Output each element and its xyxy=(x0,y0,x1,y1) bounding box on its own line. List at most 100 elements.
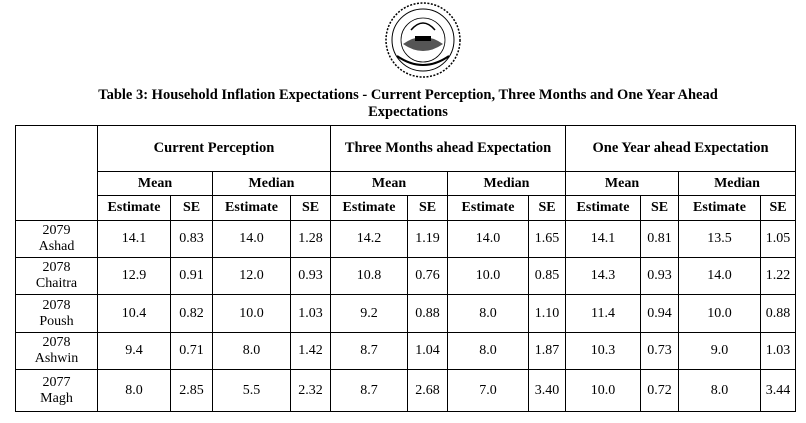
row-year: 2078 xyxy=(42,335,71,350)
row-year: 2078 xyxy=(42,297,71,313)
value-cell: 0.82 xyxy=(170,294,213,333)
value-cell: 1.42 xyxy=(290,332,331,370)
table-body: 2079 Ashad 14.1 0.83 14.0 1.28 14.2 1.19 14.0 1.6… xyxy=(15,220,797,412)
data-row: 2078 Chaitra 12.9 0.91 12.0 0.93 10.8 0.76 10.0 0… xyxy=(15,257,797,295)
value-cell: 8.7 xyxy=(330,332,408,370)
value-cell: 8.7 xyxy=(330,369,408,412)
data-row: 2079 Ashad 14.1 0.83 14.0 1.28 14.2 1.19 14.0 1.6… xyxy=(15,220,797,258)
subgroup-header: Median xyxy=(677,171,797,196)
group-row: Current Perception Three Months ahead Exp… xyxy=(15,125,797,221)
row-label: 2078 Poush xyxy=(15,294,98,333)
column-header: Estimate xyxy=(447,195,529,221)
value-cell: 1.03 xyxy=(759,332,797,370)
value-cell: 14.1 xyxy=(97,220,171,258)
value-cell: 1.28 xyxy=(290,220,331,258)
row-month: Magh xyxy=(40,390,73,406)
data-row: 2077 Magh 8.0 2.85 5.5 2.32 8.7 2.68 7.0 3.40 10.0… xyxy=(15,369,797,412)
row-label: 2079 Ashad xyxy=(15,220,98,258)
row-month: Chaitra xyxy=(35,276,78,291)
column-header: SE xyxy=(290,195,331,221)
row-year: 2077 xyxy=(42,374,71,390)
value-cell: 10.0 xyxy=(565,369,641,412)
value-cell: 1.03 xyxy=(290,294,331,333)
value-cell: 10.8 xyxy=(330,257,408,295)
column-header: SE xyxy=(528,195,566,221)
table-title: Table 3: Household Inflation Expectation… xyxy=(98,87,718,120)
value-cell: 0.91 xyxy=(170,257,213,295)
value-cell: 14.0 xyxy=(678,257,761,295)
value-cell: 8.0 xyxy=(447,294,529,333)
value-cell: 14.0 xyxy=(447,220,529,258)
value-cell: 10.0 xyxy=(678,294,761,333)
value-cell: 1.04 xyxy=(407,332,448,370)
group-header: One Year ahead Expectation xyxy=(564,125,797,172)
value-cell: 2.85 xyxy=(170,369,213,412)
value-cell: 8.0 xyxy=(212,332,291,370)
subgroup-row: Mean Median Mean Median Mean Median xyxy=(16,171,797,196)
table-head: Current Perception Three Months ahead Exp… xyxy=(15,125,797,221)
group-header: Three Months ahead Expectation xyxy=(330,125,566,172)
column-row: Estimate SE Estimate SE Estimate SE Estimate SE… xyxy=(16,195,797,221)
corner-cell xyxy=(15,125,98,221)
row-label: 2077 Magh xyxy=(15,369,98,412)
value-cell: 0.83 xyxy=(170,220,213,258)
value-cell: 1.10 xyxy=(528,294,566,333)
value-cell: 3.44 xyxy=(759,369,797,412)
value-cell: 9.4 xyxy=(97,332,171,370)
value-cell: 13.5 xyxy=(678,220,761,258)
column-header: SE xyxy=(170,195,213,221)
column-header: Estimate xyxy=(212,195,291,221)
value-cell: 0.93 xyxy=(290,257,331,295)
value-cell: 10.0 xyxy=(447,257,529,295)
value-cell: 7.0 xyxy=(447,369,529,412)
value-cell: 9.2 xyxy=(330,294,408,333)
value-cell: 1.65 xyxy=(528,220,566,258)
column-header: SE xyxy=(759,195,797,221)
row-month: Ashad xyxy=(38,239,75,254)
subgroup-header: Median xyxy=(212,171,331,196)
value-cell: 10.4 xyxy=(97,294,171,333)
subgroup-header: Median xyxy=(447,171,566,196)
value-cell: 0.76 xyxy=(407,257,448,295)
value-cell: 0.85 xyxy=(528,257,566,295)
value-cell: 2.68 xyxy=(407,369,448,412)
row-year: 2079 xyxy=(42,223,71,238)
value-cell: 3.40 xyxy=(528,369,566,412)
subgroup-header: Mean xyxy=(97,171,213,196)
value-cell: 11.4 xyxy=(565,294,641,333)
column-header: Estimate xyxy=(97,195,171,221)
row-year: 2078 xyxy=(42,260,71,275)
value-cell: 1.22 xyxy=(759,257,797,295)
value-cell: 14.1 xyxy=(565,220,641,258)
value-cell: 1.87 xyxy=(528,332,566,370)
row-label: 2078 Ashwin xyxy=(15,332,98,370)
value-cell: 0.73 xyxy=(640,332,679,370)
row-month: Ashwin xyxy=(34,351,79,366)
column-header: Estimate xyxy=(565,195,641,221)
value-cell: 14.3 xyxy=(565,257,641,295)
value-cell: 2.32 xyxy=(290,369,331,412)
value-cell: 1.19 xyxy=(407,220,448,258)
row-label: 2078 Chaitra xyxy=(15,257,98,295)
data-row: 2078 Poush 10.4 0.82 10.0 1.03 9.2 0.88 8.0 1.10 1… xyxy=(15,294,797,333)
row-month: Poush xyxy=(39,313,74,329)
value-cell: 0.94 xyxy=(640,294,679,333)
value-cell: 0.93 xyxy=(640,257,679,295)
inflation-table: Current Perception Three Months ahead Exp… xyxy=(15,125,797,412)
value-cell: 0.72 xyxy=(640,369,679,412)
value-cell: 10.3 xyxy=(565,332,641,370)
group-header: Current Perception xyxy=(97,125,331,172)
value-cell: 12.0 xyxy=(212,257,291,295)
data-row: 2078 Ashwin 9.4 0.71 8.0 1.42 8.7 1.04 8.0 1.87 10… xyxy=(15,332,797,370)
subgroup-header: Mean xyxy=(330,171,448,196)
value-cell: 8.0 xyxy=(97,369,171,412)
value-cell: 1.05 xyxy=(759,220,797,258)
logo xyxy=(385,2,461,78)
column-header: SE xyxy=(640,195,679,221)
value-cell: 0.81 xyxy=(640,220,679,258)
subgroup-header: Mean xyxy=(565,171,679,196)
value-cell: 10.0 xyxy=(212,294,291,333)
value-cell: 8.0 xyxy=(678,369,761,412)
value-cell: 12.9 xyxy=(97,257,171,295)
